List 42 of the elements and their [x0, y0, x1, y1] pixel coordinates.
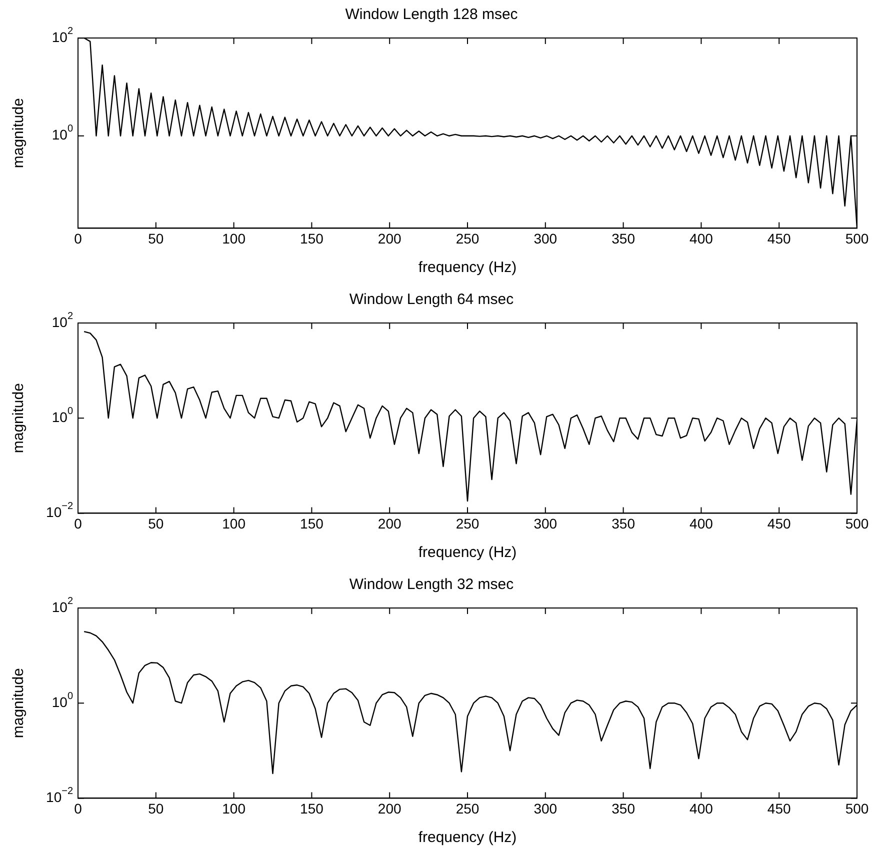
x-tick-label: 400	[690, 515, 714, 532]
x-tick-label: 100	[222, 230, 246, 246]
x-tick-label: 350	[612, 800, 636, 816]
y-axis-title: magnitude	[10, 383, 28, 454]
x-tick-label: 200	[378, 230, 402, 246]
x-tick-label: 50	[148, 515, 164, 532]
x-tick-label: 150	[300, 515, 324, 532]
x-tick-label: 250	[456, 800, 480, 816]
x-tick-label: 350	[612, 230, 636, 246]
y-axis-title: magnitude	[10, 668, 28, 738]
x-tick-label: 450	[767, 515, 791, 532]
x-tick-label: 150	[300, 230, 324, 246]
x-tick-label: 200	[378, 800, 402, 816]
x-tick-label: 50	[148, 230, 164, 246]
x-tick-label: 250	[456, 515, 480, 532]
y-axis-title: magnitude	[10, 98, 28, 168]
x-tick-label: 300	[534, 230, 558, 246]
x-tick-label: 300	[534, 800, 558, 816]
x-tick-label: 0	[74, 800, 82, 816]
x-tick-label: 500	[845, 800, 869, 816]
x-tick-label: 500	[845, 230, 869, 246]
x-tick-label: 400	[690, 800, 714, 816]
x-tick-label: 500	[845, 515, 869, 532]
x-tick-label: 100	[222, 515, 246, 532]
x-tick-label: 0	[74, 230, 82, 246]
x-tick-label: 200	[378, 515, 402, 532]
x-tick-label: 300	[534, 515, 558, 532]
x-tick-label: 100	[222, 800, 246, 816]
x-tick-label: 50	[148, 800, 164, 816]
chart-title: Window Length 32 msec	[349, 576, 514, 594]
chart-title: Window Length 128 msec	[345, 6, 518, 24]
x-tick-label: 350	[612, 515, 636, 532]
x-axis-title: frequency (Hz)	[418, 544, 517, 562]
x-tick-label: 450	[767, 800, 791, 816]
x-tick-label: 250	[456, 230, 480, 246]
x-tick-label: 450	[767, 230, 791, 246]
x-tick-label: 150	[300, 800, 324, 816]
chart-title: Window Length 64 msec	[349, 291, 514, 308]
x-tick-label: 0	[74, 515, 82, 532]
x-tick-label: 400	[690, 230, 714, 246]
x-axis-title: frequency (Hz)	[418, 259, 517, 276]
x-axis-title: frequency (Hz)	[418, 829, 517, 846]
